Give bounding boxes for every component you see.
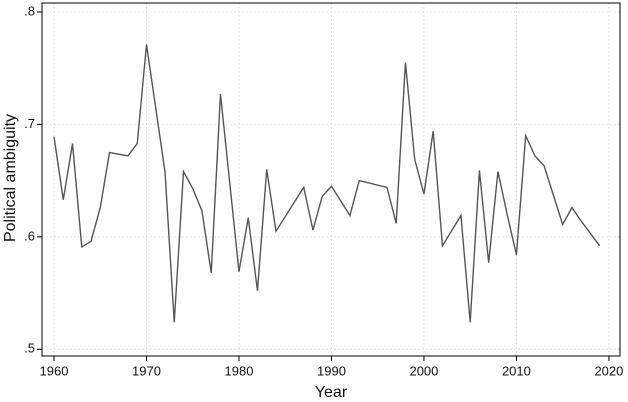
x-tick-label: 2000 (409, 363, 438, 378)
x-axis-title: Year (315, 384, 348, 401)
data-line (53, 44, 601, 323)
y-tick-label: .5 (24, 341, 35, 356)
x-tick-label: 1990 (317, 363, 346, 378)
plot-frame (41, 2, 621, 357)
x-tick-label: 2010 (502, 363, 531, 378)
y-tick-label: .6 (24, 228, 35, 243)
y-axis-title: Political ambiguity (2, 114, 19, 242)
x-tick-label: 2020 (594, 363, 623, 378)
x-tick-label: 1970 (132, 363, 161, 378)
x-tick-label: 1960 (40, 363, 69, 378)
y-tick-label: .7 (24, 116, 35, 131)
y-tick-label: .8 (24, 3, 35, 18)
x-tick-label: 1980 (225, 363, 254, 378)
